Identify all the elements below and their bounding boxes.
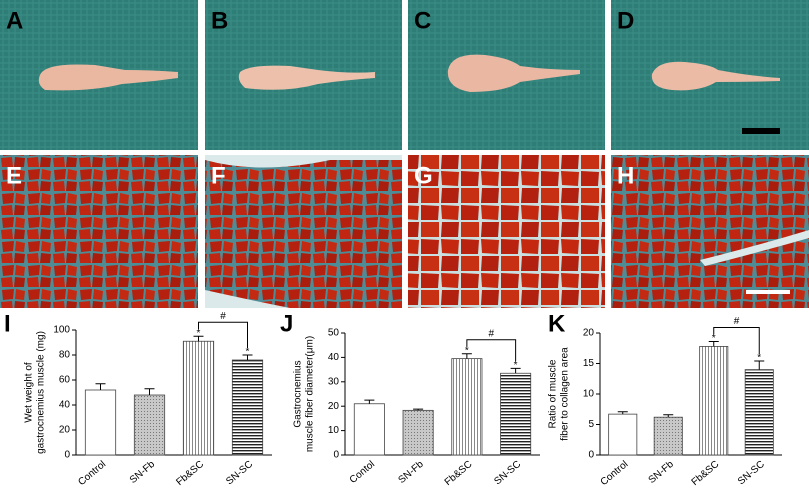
y-axis-label: Wet weight of <box>24 362 35 423</box>
panel-label: H <box>617 162 634 189</box>
y-tick-label: 0 <box>333 450 339 461</box>
muscle <box>447 54 580 92</box>
panel-label: A <box>6 7 23 34</box>
error-bar <box>617 411 628 415</box>
y-tick-label: 60 <box>59 375 71 386</box>
interstitium <box>700 230 809 266</box>
x-tick-label: SN-Fb <box>128 459 158 486</box>
error-bar <box>193 335 204 342</box>
panel-label: C <box>414 7 431 34</box>
x-tick-label: SN-Fb <box>397 459 427 486</box>
panel-label: I <box>4 310 11 337</box>
error-bar <box>95 383 106 390</box>
y-tick-label: 100 <box>53 325 70 336</box>
significance-star: * <box>465 345 469 356</box>
micrograph <box>611 155 809 308</box>
error-bar <box>708 341 719 347</box>
bar <box>653 416 683 456</box>
muscle <box>651 61 780 91</box>
error-bar <box>413 408 424 411</box>
x-tick-label: Control <box>599 459 631 488</box>
bar <box>133 394 166 456</box>
x-tick-label: Contol <box>348 459 377 486</box>
y-tick-label: 20 <box>59 425 71 436</box>
bar <box>451 358 483 456</box>
significance-label: # <box>220 311 226 322</box>
bar <box>500 372 532 456</box>
muscle <box>38 64 179 91</box>
bar <box>402 409 434 456</box>
x-tick-label: Fb&SC <box>443 459 475 488</box>
significance-bracket <box>466 339 517 362</box>
significance-star: * <box>514 360 518 371</box>
x-tick-label: Fb&SC <box>690 459 722 488</box>
y-tick-label: 40 <box>328 352 340 363</box>
muscle <box>238 65 375 90</box>
error-bar <box>461 353 472 359</box>
panel-label: D <box>617 7 634 34</box>
y-axis-label: fiber to collagen area <box>560 347 571 441</box>
y-tick-label: 0 <box>64 450 70 461</box>
significance-star: * <box>757 353 761 364</box>
bar <box>353 403 385 456</box>
significance-label: # <box>488 328 494 339</box>
error-bar <box>364 399 375 404</box>
error-bar <box>663 414 674 418</box>
x-tick-label: Fb&SC <box>174 459 206 488</box>
y-tick-label: 50 <box>328 328 340 339</box>
y-tick-label: 10 <box>583 389 595 400</box>
x-tick-label: SN-Fb <box>647 459 677 486</box>
bar <box>231 359 264 456</box>
error-bar <box>754 360 765 370</box>
y-tick-label: 30 <box>328 376 340 387</box>
histology-row <box>0 155 809 308</box>
photo-row <box>0 0 809 150</box>
panel-label: K <box>548 310 566 337</box>
y-tick-label: 20 <box>328 401 340 412</box>
significance-label: # <box>734 316 740 327</box>
y-tick-label: 20 <box>583 328 595 339</box>
panel-label: F <box>211 162 226 189</box>
y-tick-label: 10 <box>328 425 340 436</box>
scale-bar <box>746 290 790 294</box>
micrograph <box>408 155 605 308</box>
y-tick-label: 0 <box>588 450 594 461</box>
micrograph <box>0 155 198 308</box>
panel-label: J <box>280 310 293 337</box>
error-bar <box>144 388 155 395</box>
y-tick-label: 80 <box>59 350 71 361</box>
scale-bar <box>742 128 780 134</box>
bar <box>608 413 638 456</box>
panel-label: G <box>414 162 433 189</box>
y-tick-label: 40 <box>59 400 71 411</box>
bar <box>84 389 117 456</box>
significance-star: * <box>712 333 716 344</box>
significance-star: * <box>246 347 250 358</box>
y-axis-label: Gastrocnemius <box>293 360 304 427</box>
y-axis-label: gastrocnemius muscle (mg) <box>36 331 47 454</box>
y-axis-label: muscle fiber diameter(μm) <box>305 336 316 452</box>
panel-label: B <box>211 7 228 34</box>
significance-bracket <box>713 327 760 355</box>
y-axis-label: Ratio of muscle <box>548 359 559 428</box>
error-bar <box>510 367 521 374</box>
significance-bracket <box>198 321 248 348</box>
x-tick-label: SN-SC <box>224 459 255 487</box>
error-bar <box>242 354 253 360</box>
bar <box>182 340 215 456</box>
x-tick-label: SN-SC <box>492 459 523 487</box>
bar <box>699 346 729 456</box>
y-tick-label: 15 <box>583 358 595 369</box>
y-tick-label: 5 <box>588 419 594 430</box>
panel-label: E <box>6 162 22 189</box>
x-tick-label: Control <box>76 459 108 488</box>
micrograph <box>205 155 402 308</box>
significance-star: * <box>197 328 201 339</box>
x-tick-label: SN-SC <box>736 459 767 487</box>
bar <box>744 369 774 456</box>
